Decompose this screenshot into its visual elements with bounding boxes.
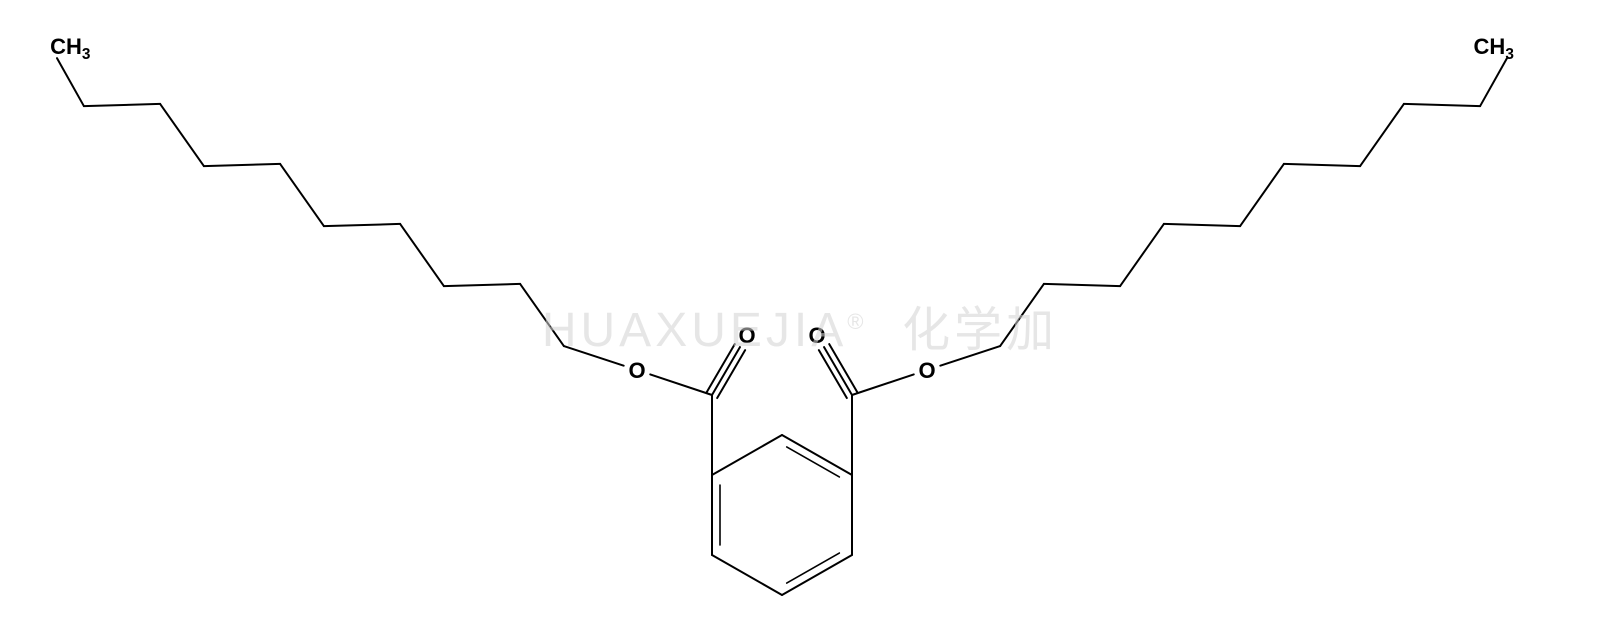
- atom-label-O8: O: [628, 358, 645, 383]
- atom-label-M10: CH3: [1474, 33, 1514, 63]
- atom-label-O7d: O: [738, 323, 755, 348]
- atom-label-O10: O: [918, 358, 935, 383]
- chemical-structure-diagram: OOOOCH3CH3: [0, 0, 1600, 634]
- atom-label-O9d: O: [808, 323, 825, 348]
